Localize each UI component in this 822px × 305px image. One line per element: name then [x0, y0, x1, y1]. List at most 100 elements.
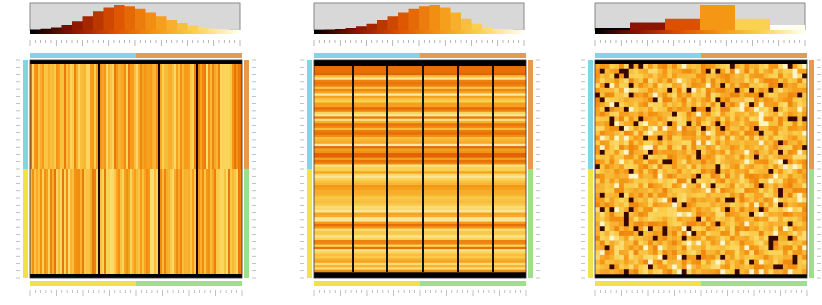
- image-texture: [734, 245, 740, 251]
- image-texture: [797, 269, 803, 275]
- image-texture: [662, 145, 668, 151]
- image-texture: [619, 106, 625, 113]
- image-texture: [720, 140, 726, 146]
- image-texture: [652, 83, 658, 89]
- image-texture: [672, 154, 678, 160]
- image-texture: [696, 140, 702, 146]
- image-texture: [112, 64, 115, 169]
- image-texture: [739, 245, 745, 251]
- image-texture: [633, 231, 639, 237]
- image-texture: [782, 197, 789, 203]
- image-texture: [676, 154, 683, 160]
- image-texture: [802, 64, 808, 70]
- image-texture: [599, 92, 605, 98]
- color-bar: [58, 30, 62, 34]
- image-texture: [36, 169, 39, 274]
- image-texture: [314, 265, 526, 268]
- image-texture: [595, 183, 601, 189]
- image-texture: [667, 135, 673, 141]
- image-texture: [170, 169, 173, 274]
- image-texture: [749, 235, 755, 241]
- image-texture: [778, 73, 784, 79]
- image-texture: [604, 173, 610, 179]
- image-texture: [633, 149, 639, 155]
- image-texture: [681, 178, 687, 184]
- image-texture: [94, 169, 97, 274]
- image-texture: [652, 73, 658, 79]
- image-texture: [633, 68, 639, 74]
- image-texture: [676, 106, 683, 113]
- image-texture: [734, 211, 740, 218]
- image-texture: [739, 78, 745, 84]
- image-texture: [782, 250, 789, 256]
- image-texture: [797, 135, 803, 141]
- image-texture: [792, 111, 798, 117]
- image-texture: [234, 64, 237, 169]
- image-texture: [782, 264, 789, 270]
- image-texture: [122, 169, 125, 274]
- image-texture: [758, 106, 764, 113]
- image-texture: [638, 250, 644, 256]
- image-texture: [787, 173, 793, 179]
- image-texture: [686, 64, 692, 70]
- image-texture: [744, 178, 750, 184]
- image-texture: [672, 135, 678, 141]
- image-texture: [797, 159, 803, 165]
- color-bar: [198, 30, 202, 34]
- image-texture: [628, 211, 634, 218]
- image-texture: [739, 130, 745, 136]
- color-bar: [114, 30, 118, 34]
- image-texture: [623, 145, 630, 151]
- image-texture: [638, 130, 644, 136]
- image-texture: [787, 235, 793, 241]
- image-texture: [725, 178, 731, 184]
- image-texture: [792, 221, 798, 227]
- image-texture: [314, 155, 526, 158]
- image-texture: [725, 126, 731, 132]
- image-texture: [599, 126, 605, 132]
- image-texture: [681, 87, 687, 93]
- image-texture: [633, 126, 639, 132]
- histogram-bar: [503, 29, 514, 30]
- image-texture: [701, 159, 707, 165]
- image-texture: [768, 207, 774, 213]
- image-texture: [715, 245, 721, 251]
- image-texture: [715, 226, 721, 232]
- image-texture: [66, 64, 69, 169]
- image-texture: [604, 97, 610, 103]
- image-texture: [696, 226, 702, 232]
- image-texture: [773, 92, 779, 98]
- image-texture: [758, 145, 764, 151]
- image-texture: [628, 231, 634, 237]
- image-texture: [710, 97, 716, 103]
- image-texture: [749, 73, 755, 79]
- image-texture: [734, 178, 740, 184]
- image-texture: [628, 221, 634, 227]
- image-texture: [729, 87, 736, 93]
- image-texture: [38, 64, 41, 169]
- image-texture: [609, 121, 615, 127]
- image-texture: [599, 207, 605, 213]
- image-texture: [715, 197, 721, 203]
- image-texture: [643, 178, 649, 184]
- image-texture: [754, 102, 760, 108]
- image-texture: [178, 64, 181, 169]
- image-texture: [48, 169, 51, 274]
- image-texture: [628, 235, 634, 241]
- image-texture: [701, 106, 707, 113]
- image-texture: [628, 140, 634, 146]
- image-texture: [763, 178, 769, 184]
- image-texture: [792, 235, 798, 241]
- image-texture: [782, 111, 789, 117]
- image-texture: [710, 159, 716, 165]
- image-texture: [768, 121, 774, 127]
- image-texture: [773, 192, 779, 198]
- image-texture: [739, 197, 745, 203]
- image-texture: [705, 173, 711, 179]
- image-texture: [619, 64, 625, 70]
- image-texture: [662, 164, 668, 170]
- image-texture: [657, 226, 663, 232]
- image-texture: [72, 64, 75, 169]
- image-texture: [802, 164, 808, 170]
- image-texture: [758, 64, 764, 70]
